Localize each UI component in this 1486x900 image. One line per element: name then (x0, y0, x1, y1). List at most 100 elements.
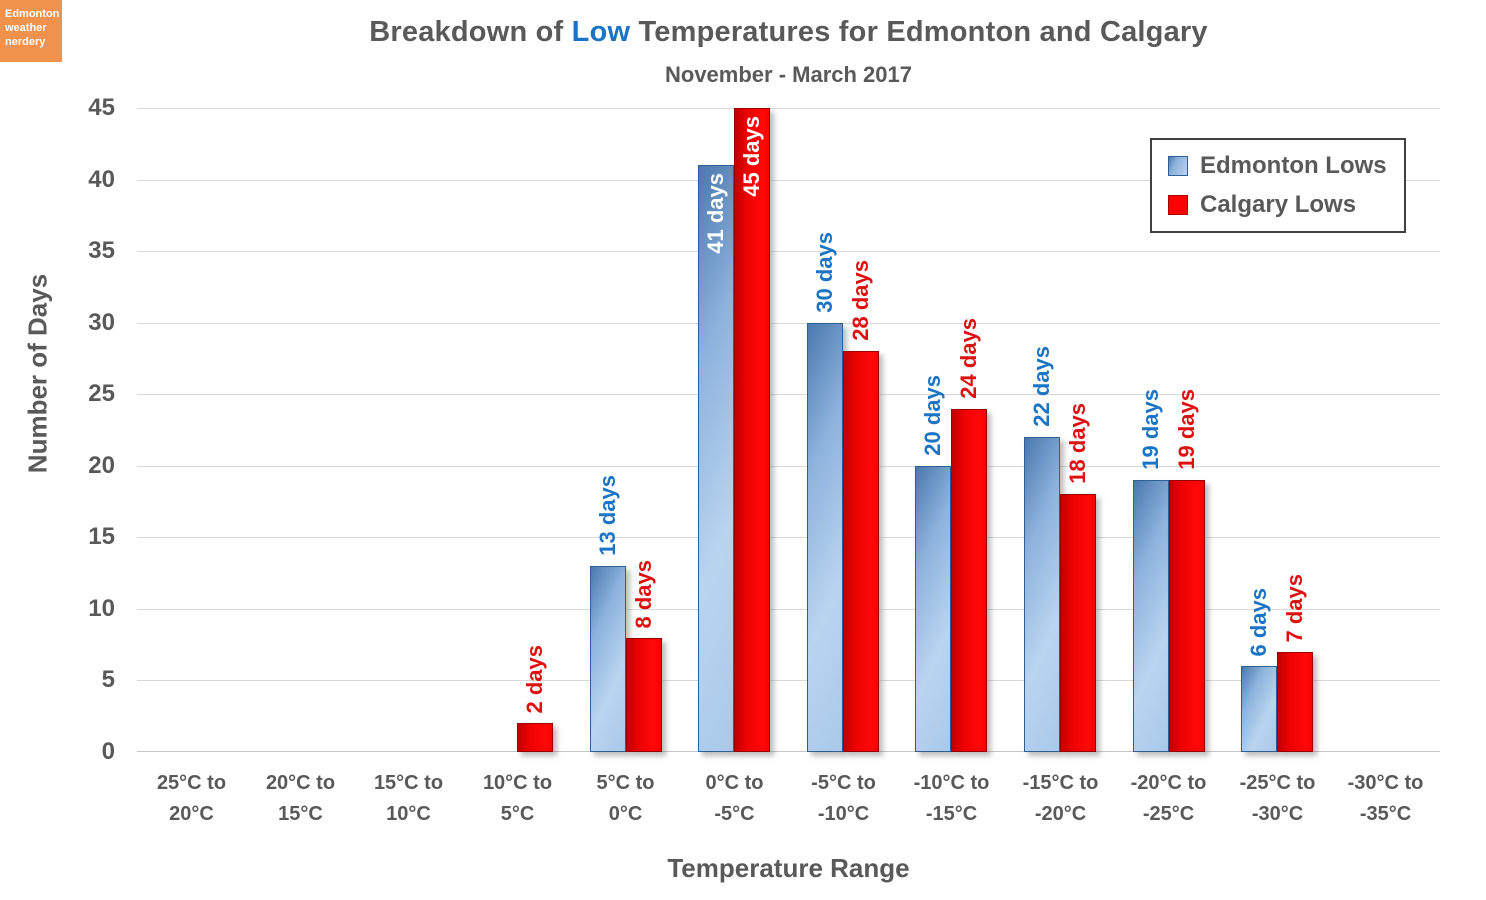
bar-edmonton-9 (1133, 480, 1169, 752)
bar-calgary-6 (843, 351, 879, 752)
bar-value-label-edmonton-7: 20 days (920, 375, 945, 456)
x-category-line: 5°C to (596, 772, 655, 794)
gridline-45 (137, 108, 1440, 109)
gridline-5 (137, 680, 1440, 681)
gridline-25 (137, 394, 1440, 395)
x-category-line: 5°C (500, 803, 535, 825)
x-category-label: 5°C to 0°C (571, 768, 680, 830)
edmonton-series-swatch (1168, 155, 1188, 176)
y-tick-label-5: 5 (101, 666, 115, 693)
bar-edmonton-6 (807, 323, 843, 752)
y-axis-title: Number of Days (22, 273, 53, 474)
x-category-label: 10°C to 5°C (463, 768, 572, 830)
bar-value-label-calgary-8: 18 days (1065, 403, 1090, 484)
x-category-label: -15°C to -20°C (1006, 768, 1115, 830)
logo-line: weather (5, 22, 47, 34)
legend-item-calgary: Calgary Lows (1168, 191, 1404, 219)
chart-subtitle: November - March 2017 (665, 62, 912, 87)
bar-calgary-3 (517, 723, 553, 752)
legend-label-edmonton: Edmonton Lows (1200, 151, 1387, 179)
chart-title: Breakdown of Low Temperatures for Edmont… (137, 16, 1440, 49)
x-category-label: 20°C to 15°C (246, 768, 355, 830)
bar-value-label-edmonton-5: 41 days (703, 173, 728, 254)
gridline-35 (137, 251, 1440, 252)
bar-calgary-10 (1277, 652, 1313, 752)
x-category-line: -30°C (1251, 803, 1304, 825)
x-category-line: -20°C (1034, 803, 1087, 825)
y-tick-label-25: 25 (88, 380, 115, 407)
bar-value-label-calgary-4: 8 days (631, 559, 656, 629)
logo-line: nerdery (5, 36, 46, 48)
gridline-40 (137, 180, 1440, 181)
title-text: Temperatures for Edmonton and Calgary (630, 16, 1208, 48)
bar-value-label-calgary-7: 24 days (956, 318, 981, 399)
x-category-line: -20°C to (1130, 772, 1207, 794)
x-category-line: -15°C (925, 803, 978, 825)
legend: Edmonton Lows Calgary Lows (1150, 138, 1406, 233)
legend-item-edmonton: Edmonton Lows (1168, 152, 1404, 180)
bar-value-label-calgary-5: 45 days (739, 116, 764, 197)
x-category-line: -5°C to (811, 772, 876, 794)
bar-calgary-7 (951, 409, 987, 752)
x-category-line: 10°C (386, 803, 431, 825)
x-category-line: -5°C (714, 803, 755, 825)
x-category-line: 20°C to (265, 772, 336, 794)
gridline-30 (137, 323, 1440, 324)
x-category-label: -20°C to -25°C (1114, 768, 1223, 830)
bar-value-label-edmonton-10: 6 days (1246, 587, 1271, 657)
title-text: Breakdown of (369, 16, 572, 48)
bar-value-label-edmonton-8: 22 days (1029, 346, 1054, 427)
bar-value-label-edmonton-4: 13 days (595, 475, 620, 556)
y-tick-label-45: 45 (88, 94, 115, 121)
x-category-label: 15°C to 10°C (354, 768, 463, 830)
gridline-20 (137, 466, 1440, 467)
plot-area: 13 days 41 days 30 days 20 days 22 days 19 da… (137, 108, 1440, 752)
x-axis-title: Temperature Range (667, 853, 910, 883)
x-category-line: 0°C (608, 803, 643, 825)
y-tick-label-35: 35 (88, 237, 115, 264)
x-category-line: 25°C to (156, 772, 227, 794)
x-category-label: -10°C to -15°C (897, 768, 1006, 830)
gridline-10 (137, 609, 1440, 610)
x-category-label: 25°C to 20°C (137, 768, 246, 830)
x-category-label: -5°C to -10°C (789, 768, 898, 830)
x-category-line: -30°C to (1347, 772, 1424, 794)
gridline-15 (137, 537, 1440, 538)
x-category-line: 20°C (169, 803, 214, 825)
bar-edmonton-7 (915, 466, 951, 752)
x-category-line: 15°C (278, 803, 323, 825)
logo-line: Edmonton (5, 8, 60, 20)
bar-value-label-calgary-6: 28 days (848, 260, 873, 341)
x-category-line: -35°C (1359, 803, 1412, 825)
bar-value-label-edmonton-6: 30 days (812, 232, 837, 313)
bar-calgary-8 (1060, 494, 1096, 752)
bar-edmonton-8 (1024, 437, 1060, 752)
bar-edmonton-4 (590, 566, 626, 752)
x-category-label: -30°C to -35°C (1331, 768, 1440, 830)
logo-edmonton-weather-nerdery: Edmonton weather nerdery (0, 0, 62, 62)
x-category-line: 15°C to (373, 772, 444, 794)
legend-label-calgary: Calgary Lows (1200, 191, 1357, 219)
x-category-line: -10°C to (913, 772, 990, 794)
title-highlight-low: Low (571, 16, 631, 48)
bar-value-label-calgary-9: 19 days (1174, 389, 1199, 470)
y-tick-label-40: 40 (88, 166, 115, 193)
x-category-line: -25°C (1142, 803, 1195, 825)
bar-value-label-edmonton-9: 19 days (1138, 389, 1163, 470)
bar-edmonton-10 (1241, 666, 1277, 752)
y-tick-label-20: 20 (88, 452, 115, 479)
x-category-line: -15°C to (1022, 772, 1099, 794)
bar-calgary-9 (1169, 480, 1205, 752)
bar-calgary-4 (626, 638, 662, 752)
bar-edmonton-5 (698, 165, 734, 752)
x-category-line: -25°C to (1239, 772, 1316, 794)
x-category-line: 10°C to (482, 772, 553, 794)
y-tick-label-0: 0 (101, 738, 115, 765)
x-category-line: -10°C (817, 803, 870, 825)
gridline-0 (137, 751, 1440, 752)
calgary-series-swatch (1168, 195, 1188, 216)
bar-value-label-calgary-10: 7 days (1282, 573, 1307, 643)
bar-value-label-calgary-3: 2 days (522, 644, 547, 714)
x-category-line: 0°C to (705, 772, 764, 794)
